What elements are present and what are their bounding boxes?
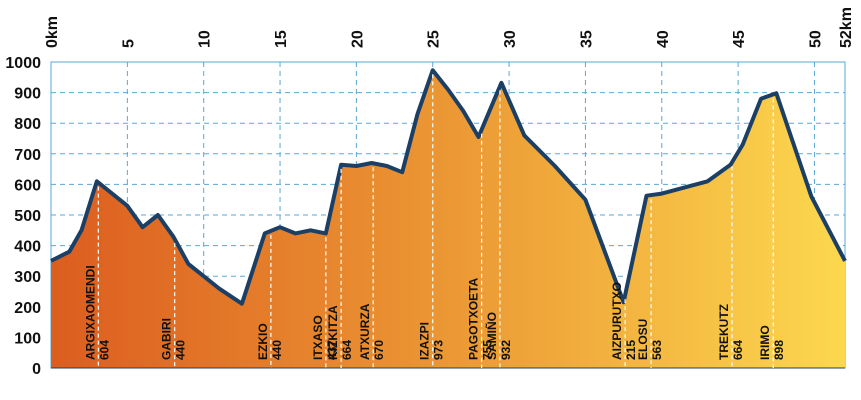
poi-elevation: 604 (97, 340, 111, 360)
y-tick-label: 500 (14, 208, 41, 225)
y-tick-label: 900 (14, 86, 41, 103)
poi-elevation: 664 (731, 340, 745, 360)
poi-name: ITXASO (311, 315, 325, 360)
poi-name: GABIRI (160, 318, 174, 360)
profile-fill (51, 70, 845, 369)
y-tick-label: 400 (14, 239, 41, 256)
poi-name: ATXURZA (358, 303, 372, 360)
y-tick-label: 600 (14, 177, 41, 194)
poi-elevation: 932 (499, 340, 513, 360)
x-tick-label: 15 (273, 30, 290, 48)
poi-name: TREKUTZ (717, 304, 731, 360)
y-tick-label: 700 (14, 147, 41, 164)
poi-name: AIZPURUTXO (610, 282, 624, 360)
y-tick-label: 200 (14, 300, 41, 317)
x-tick-label: 5 (120, 39, 137, 48)
x-tick-label: 52km (838, 7, 855, 48)
y-tick-label: 0 (32, 361, 41, 378)
poi-name: ARGIXAOMENDI (83, 265, 97, 360)
profile-outline (50, 68, 847, 306)
x-tick-label: 45 (731, 30, 748, 48)
x-tick-label: 30 (502, 30, 519, 48)
poi-name: EZKIO (256, 323, 270, 360)
x-tick-label: 40 (655, 30, 672, 48)
poi-name: SAMIÑO (484, 312, 499, 360)
x-tick-label: 35 (578, 30, 595, 48)
poi-elevation: 215 (624, 340, 638, 360)
poi-elevation: 437 (325, 340, 339, 360)
x-tick-label: 20 (349, 30, 366, 48)
poi-elevation: 973 (432, 340, 446, 360)
poi-elevation: 664 (340, 340, 354, 360)
poi-elevation: 440 (270, 340, 284, 360)
poi-guides (97, 74, 774, 368)
poi-name: IZAZPI (418, 322, 432, 360)
poi-elevation: 755 (481, 340, 495, 360)
poi-name: IRIMO (758, 325, 772, 360)
poi-name: KIZKITZA (326, 305, 340, 360)
poi-name: ELOSU (636, 319, 650, 360)
poi-name: PAGOTXOETA (467, 277, 481, 360)
x-tick-label: 0km (44, 16, 61, 48)
poi-elevation: 898 (772, 340, 786, 360)
poi-elevation: 670 (372, 340, 386, 360)
poi-elevation: 563 (650, 340, 664, 360)
x-tick-label: 50 (807, 30, 824, 48)
x-tick-label: 25 (426, 30, 443, 48)
y-tick-label: 1000 (5, 55, 41, 72)
poi-elevation: 440 (174, 340, 188, 360)
y-tick-label: 800 (14, 116, 41, 133)
profile-area (50, 68, 847, 369)
y-tick-label: 100 (14, 330, 41, 347)
poi-labels: ARGIXAOMENDI 604 GABIRI 440 EZKIO 440 ITXASO 43… (83, 265, 786, 360)
y-tick-label: 300 (14, 269, 41, 286)
x-tick-label: 10 (197, 30, 214, 48)
